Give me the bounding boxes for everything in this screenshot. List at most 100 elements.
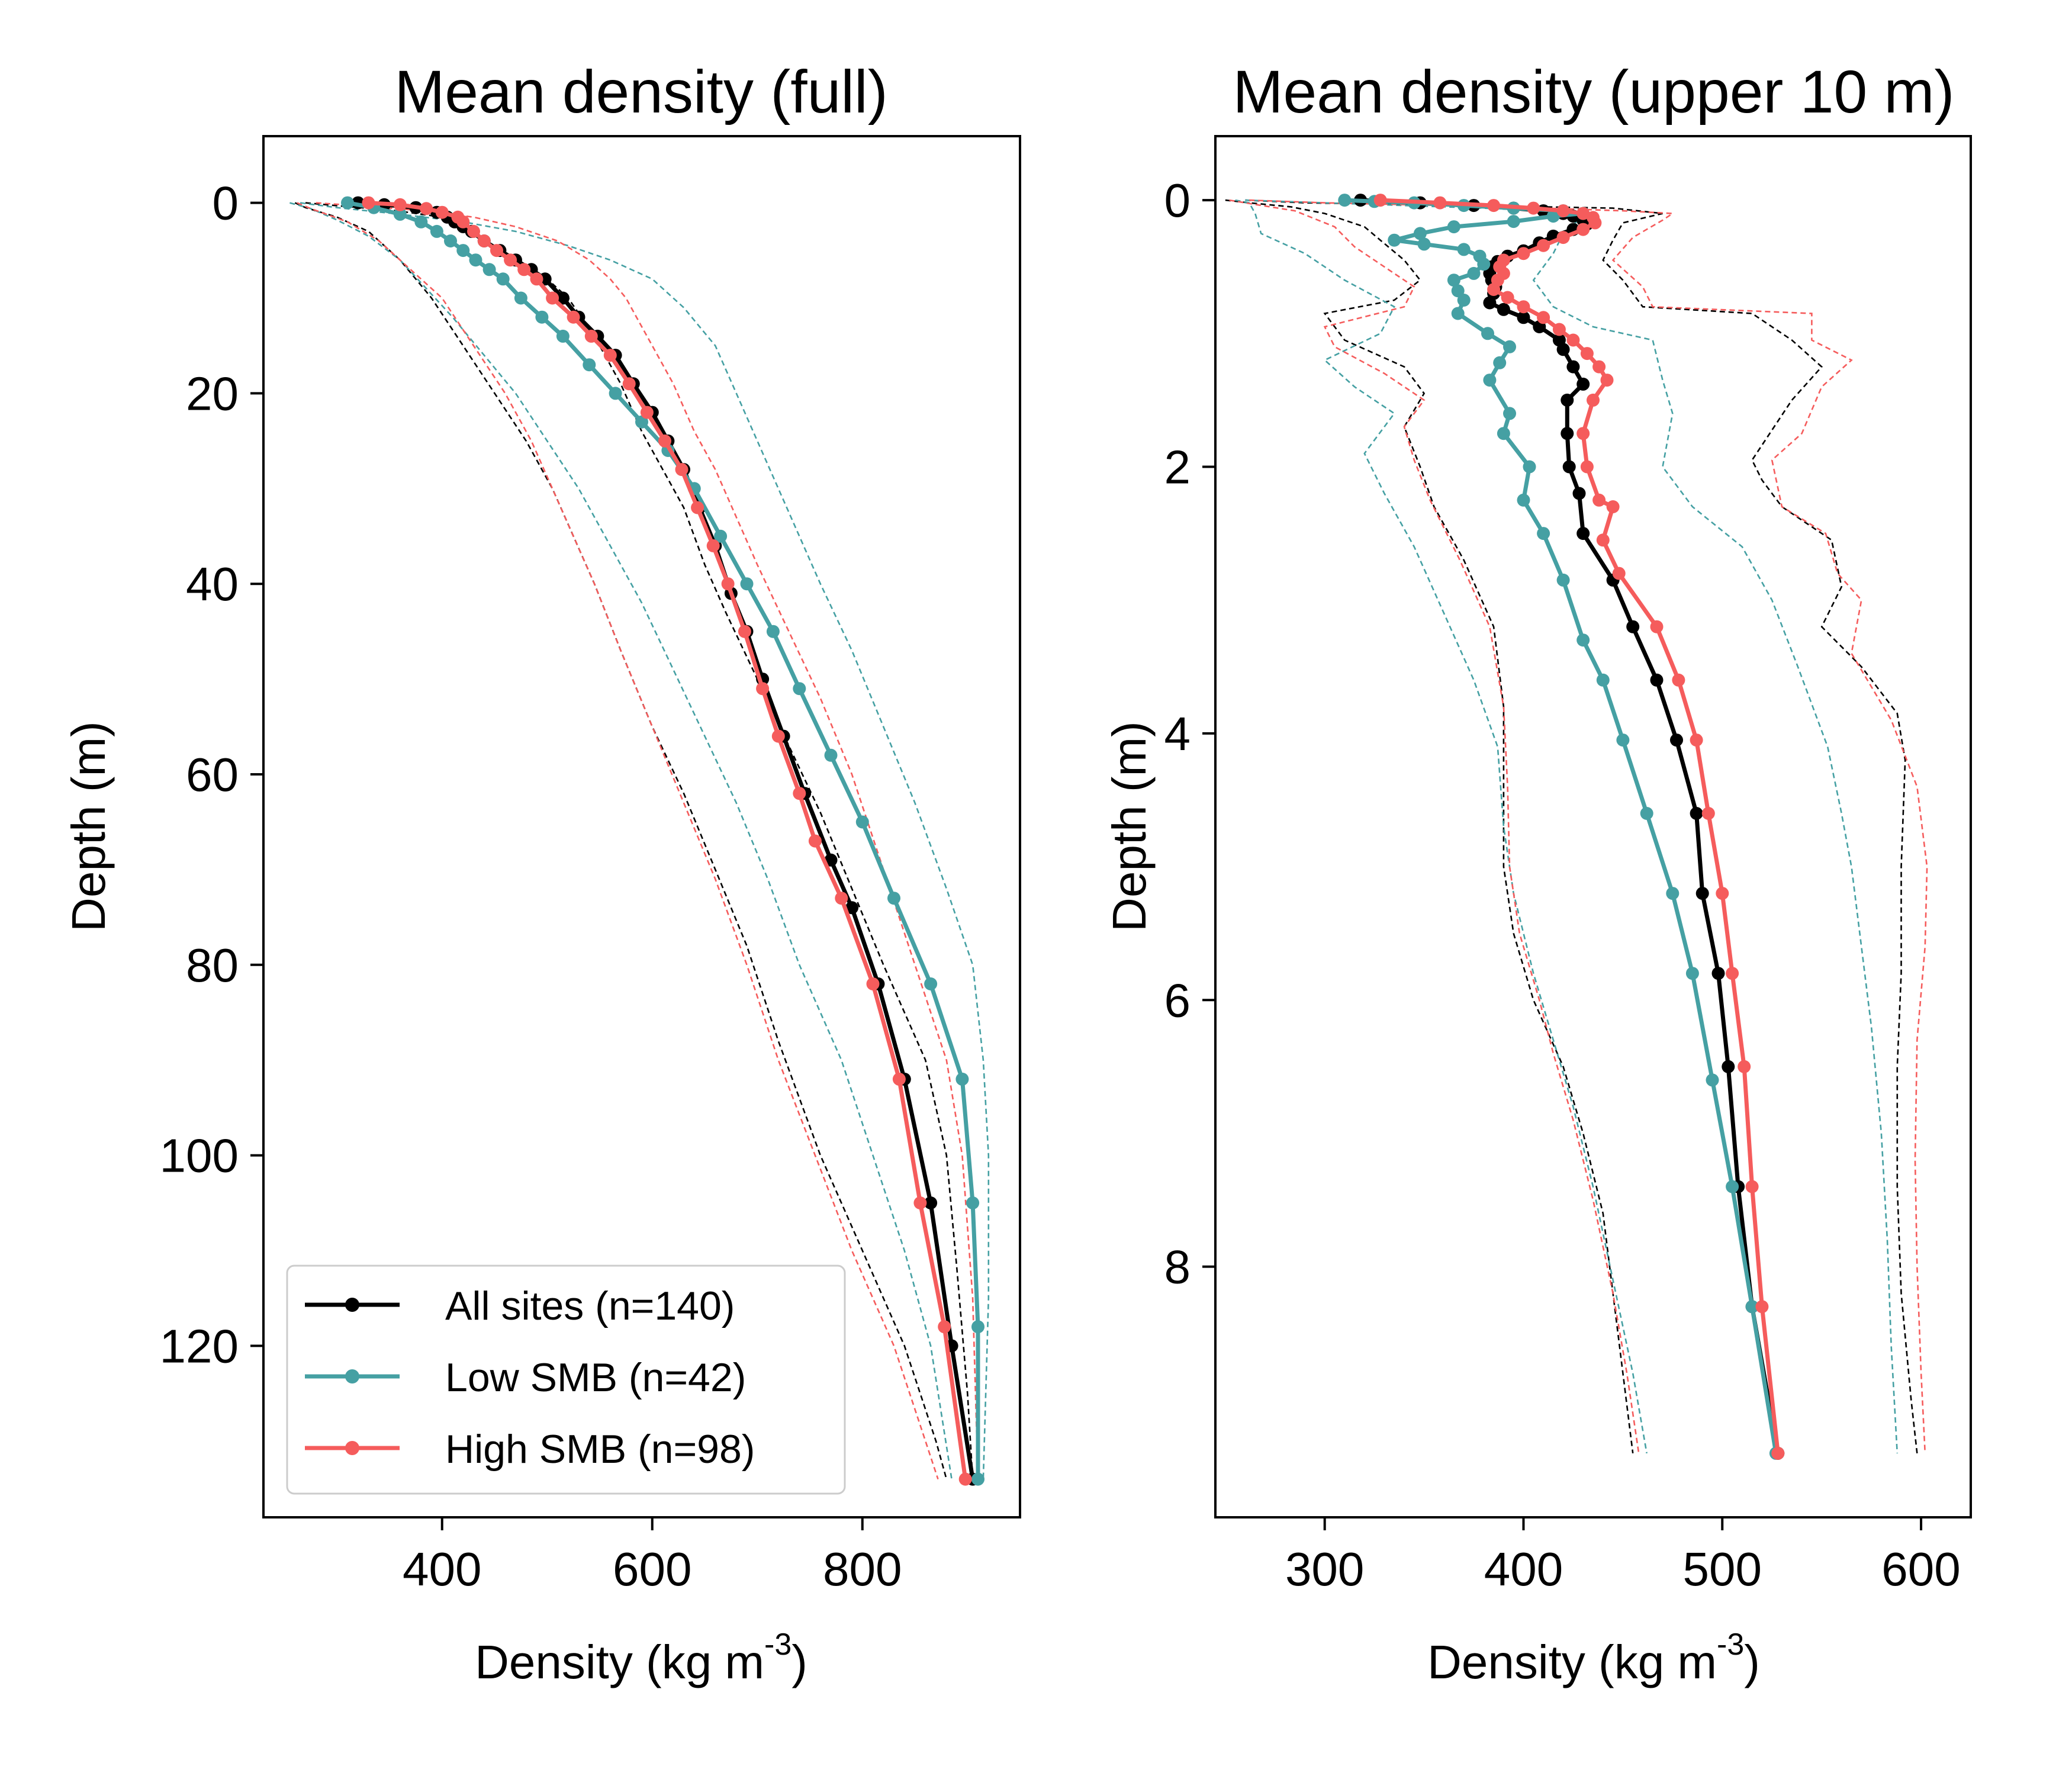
x-tick-label: 800: [823, 1543, 902, 1595]
data-point-low: [1666, 887, 1680, 900]
data-point-high: [1552, 323, 1566, 336]
data-point-low: [1457, 294, 1471, 307]
data-point-high: [706, 539, 720, 552]
data-point-low: [583, 358, 596, 372]
data-point-all: [1626, 620, 1640, 633]
data-point-low: [1685, 967, 1699, 980]
y-axis-ticks: 0 20 40 60 80 100 120: [160, 177, 263, 1372]
data-point-low: [971, 1320, 984, 1334]
plot-area: [289, 196, 990, 1486]
data-point-high: [691, 501, 704, 514]
y-axis-ticks: 0 2 4 6 8: [1164, 174, 1215, 1294]
data-point-high: [1606, 500, 1620, 513]
legend: All sites (n=140) Low SMB (n=42) High SM…: [286, 1265, 846, 1495]
band-lower-high: [1229, 199, 1640, 1454]
data-point-high: [756, 682, 770, 696]
y-tick-label: 60: [186, 748, 239, 801]
data-point-all: [556, 291, 570, 305]
data-point-low: [1546, 210, 1560, 223]
data-point-all: [1711, 967, 1725, 980]
data-point-low: [456, 244, 470, 258]
data-point-low: [1576, 633, 1590, 647]
x-axis-ticks: 400 600 800: [403, 1517, 902, 1595]
data-point-all: [1483, 296, 1497, 310]
y-axis-label: Depth (m): [62, 721, 115, 932]
data-point-high: [1745, 1180, 1759, 1193]
data-point-high: [1587, 393, 1600, 407]
data-point-high: [1556, 204, 1570, 218]
legend-marker-high: [345, 1441, 359, 1455]
legend-marker-low: [345, 1369, 359, 1384]
data-point-low: [535, 310, 549, 324]
data-point-high: [622, 377, 636, 391]
series-line-high: [368, 201, 968, 1480]
y-tick-label: 20: [186, 367, 239, 420]
data-point-low: [1467, 266, 1481, 280]
data-point-low: [469, 253, 482, 267]
axes-frame: [262, 135, 1021, 1518]
band-upper-high: [1249, 199, 1928, 1453]
band-lower-all: [1225, 199, 1634, 1454]
data-point-low: [1493, 356, 1507, 369]
y-tick-label: 120: [160, 1320, 239, 1372]
band-upper-low: [1245, 199, 1899, 1453]
x-axis-label-close: ): [1744, 1636, 1760, 1688]
data-point-low: [1417, 237, 1431, 251]
data-point-low: [1596, 673, 1610, 687]
data-point-high: [517, 263, 531, 276]
legend-entry-all: All sites (n=140): [305, 1283, 735, 1328]
data-point-high: [435, 205, 449, 219]
data-point-low: [1497, 427, 1510, 440]
data-point-low: [609, 387, 622, 400]
data-point-low: [824, 748, 838, 762]
data-point-low: [341, 196, 354, 210]
legend-marker-all: [345, 1298, 359, 1312]
x-axis-label-close: ): [792, 1636, 807, 1688]
data-point-high: [938, 1320, 951, 1334]
data-point-high: [530, 272, 543, 286]
data-point-high: [1580, 460, 1594, 474]
data-point-high: [1576, 223, 1590, 236]
x-axis-label: Density (kg m-3): [1427, 1627, 1760, 1688]
data-point-high: [913, 1196, 927, 1209]
data-point-low: [1338, 194, 1352, 207]
data-point-low: [482, 263, 496, 276]
data-point-low: [1447, 220, 1460, 234]
data-point-high: [1588, 216, 1602, 230]
data-point-high: [1738, 1060, 1751, 1073]
data-point-low: [855, 815, 869, 829]
x-axis-label-main: Density (kg m: [475, 1636, 764, 1688]
data-point-high: [1556, 231, 1570, 244]
data-point-low: [556, 329, 570, 343]
y-tick-label: 2: [1164, 440, 1191, 493]
y-tick-label: 4: [1164, 707, 1191, 760]
data-point-all: [1561, 427, 1574, 440]
data-point-all: [1690, 807, 1703, 820]
data-point-low: [714, 529, 728, 543]
data-point-low: [635, 415, 648, 429]
y-axis-label: Depth (m): [1103, 721, 1156, 932]
data-point-low: [414, 215, 428, 229]
data-point-high: [490, 244, 503, 258]
data-point-high: [1566, 333, 1580, 347]
data-point-all: [1556, 343, 1570, 356]
data-point-low: [766, 625, 780, 638]
data-point-low: [430, 224, 443, 238]
data-point-low: [1483, 374, 1497, 387]
x-tick-label: 600: [1881, 1543, 1960, 1595]
data-point-high: [835, 892, 848, 905]
data-point-high: [1701, 807, 1715, 820]
plot-area: [1225, 194, 1928, 1460]
band-lower-high: [297, 202, 939, 1480]
data-point-low: [924, 977, 938, 990]
x-tick-label: 400: [1484, 1543, 1563, 1595]
data-point-high: [808, 834, 822, 848]
data-point-high: [1433, 196, 1447, 210]
data-point-high: [721, 577, 735, 591]
data-point-low: [966, 1196, 980, 1209]
data-point-high: [1487, 199, 1501, 213]
data-point-low: [1451, 307, 1465, 320]
x-tick-label: 400: [403, 1543, 481, 1595]
